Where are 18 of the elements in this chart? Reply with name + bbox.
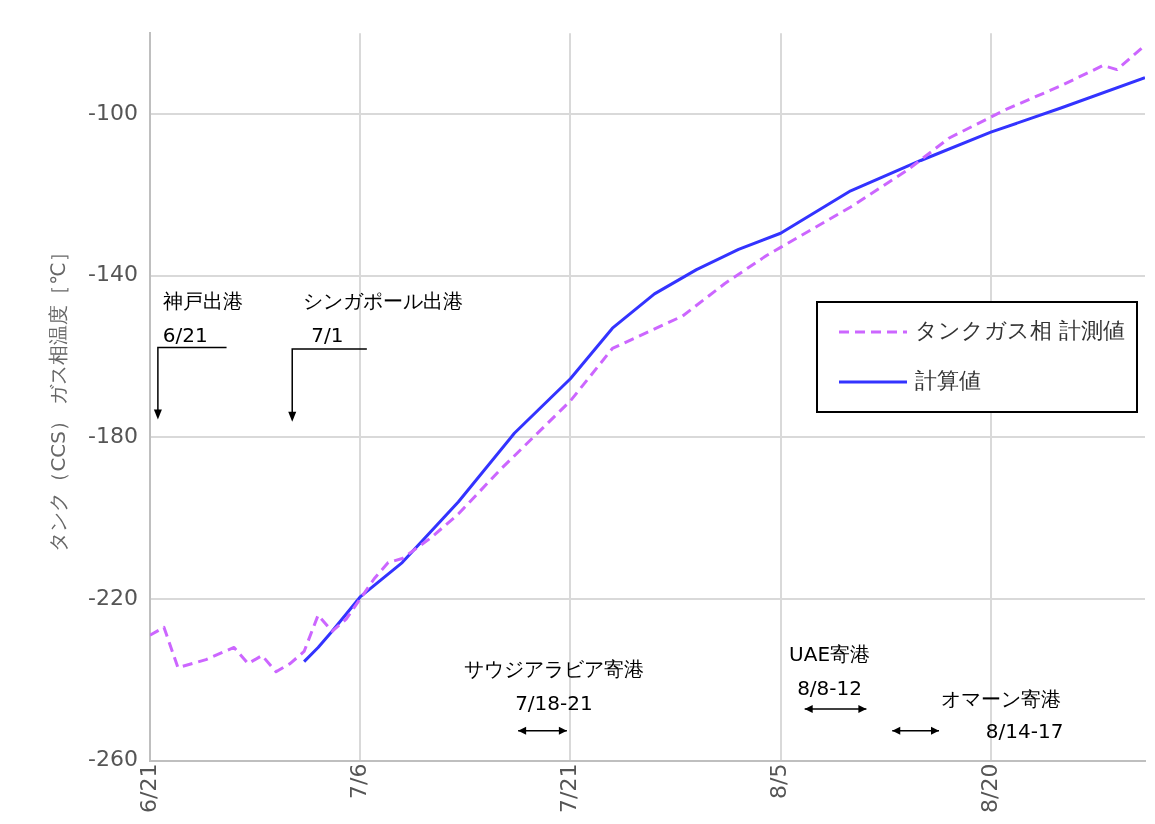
y-tick-label: -260 — [87, 746, 138, 772]
y-tick-label: -100 — [87, 99, 138, 125]
x-tick-label: 8/20 — [976, 763, 1002, 813]
legend-label: タンクガス相 計測値 — [915, 317, 1126, 343]
annotation: 神戸出港 6/21 — [162, 288, 243, 347]
y-axis-title: タンク（CCS） ガス相温度［℃］ — [46, 242, 71, 552]
annotation: UAE寄港 8/8-12 — [789, 642, 871, 701]
x-tick-label: 7/6 — [345, 763, 371, 799]
annotation: サウジアラビア寄港 7/18-21 — [463, 657, 644, 716]
y-tick-label: -220 — [87, 584, 138, 610]
annotation: シンガポール出港 7/1 — [303, 288, 464, 347]
x-tick-label: 8/5 — [766, 763, 792, 799]
annotation: オマーン寄港 8/14-17 — [940, 687, 1064, 744]
legend-label: 計算値 — [915, 367, 982, 393]
y-tick-label: -180 — [87, 423, 138, 449]
x-tick-label: 6/21 — [135, 763, 161, 813]
x-tick-label: 7/21 — [556, 763, 582, 813]
y-tick-label: -140 — [87, 261, 138, 287]
